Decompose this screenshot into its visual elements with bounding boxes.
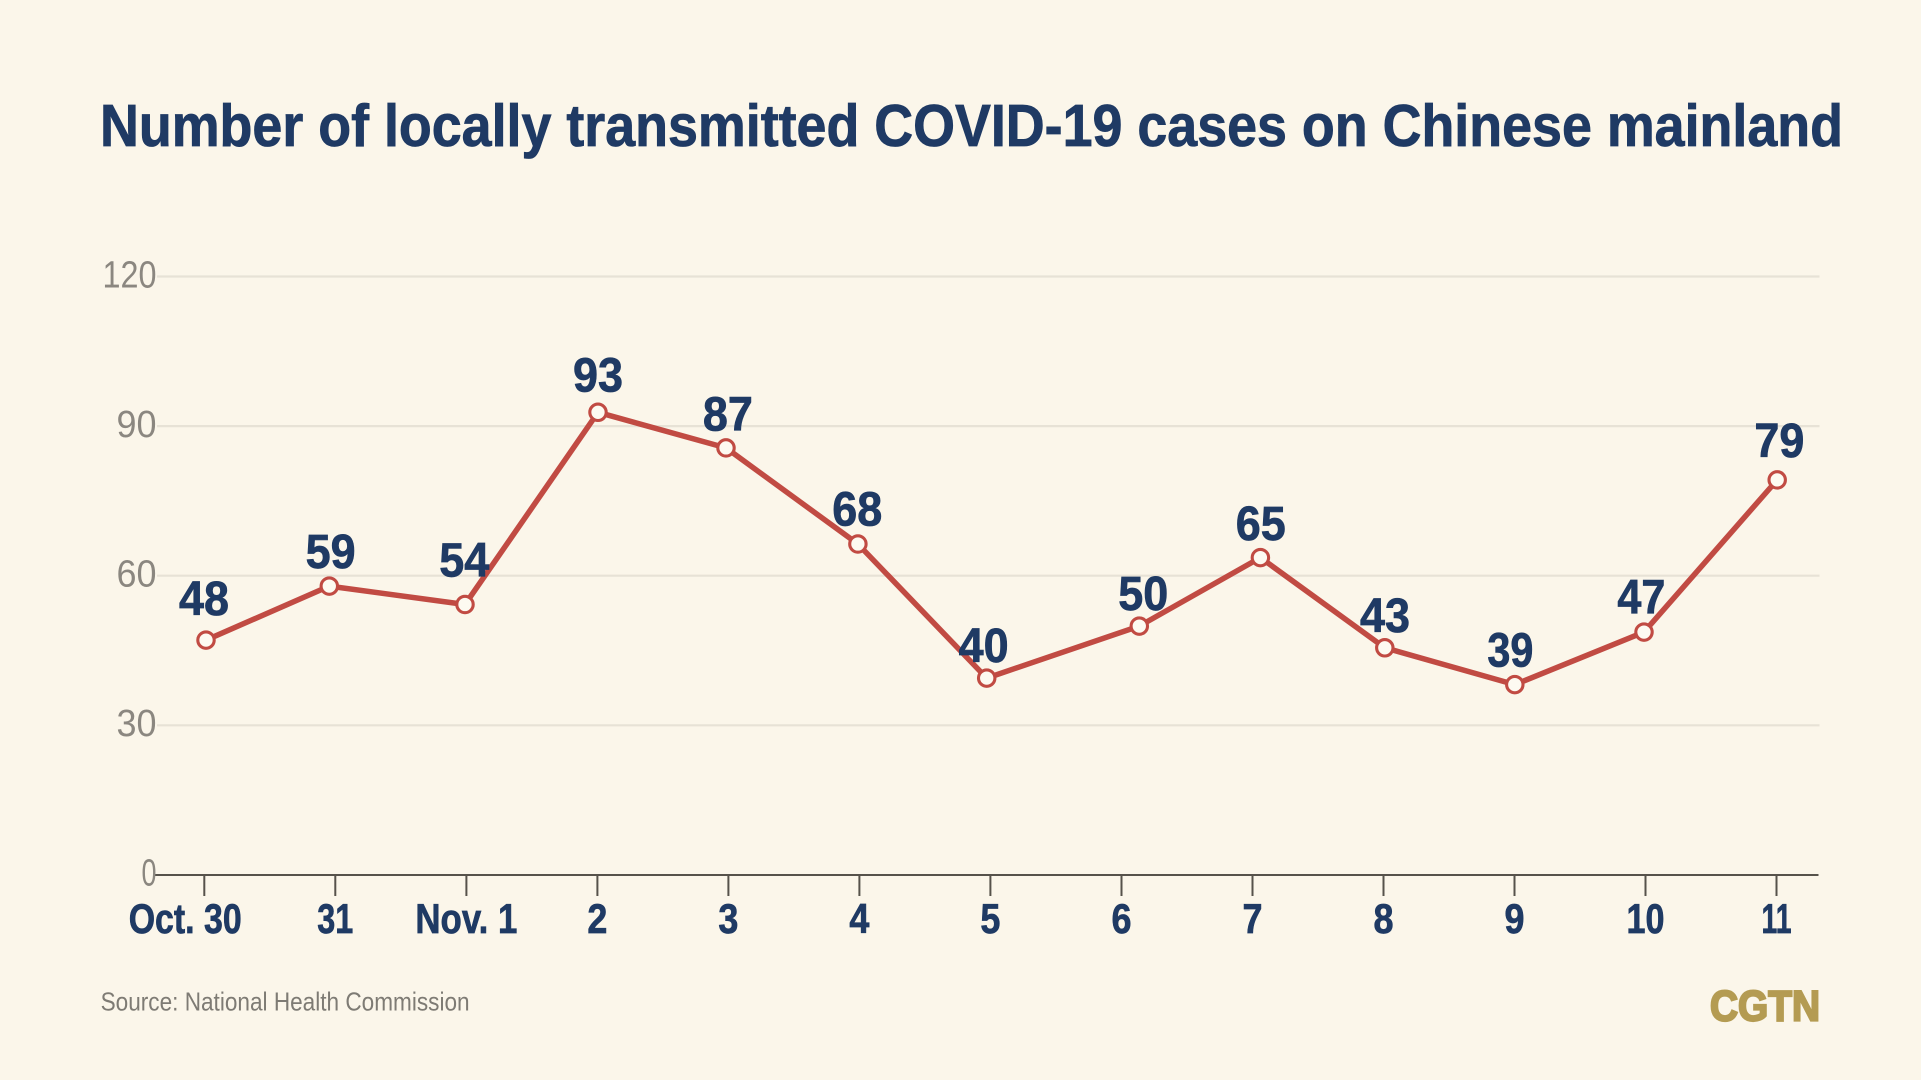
svg-text:7: 7 <box>1243 895 1263 942</box>
svg-text:30: 30 <box>117 703 157 745</box>
svg-text:59: 59 <box>306 526 356 579</box>
svg-text:31: 31 <box>317 895 353 942</box>
svg-text:Nov. 1: Nov. 1 <box>415 895 517 942</box>
svg-text:90: 90 <box>117 404 157 446</box>
svg-text:5: 5 <box>980 895 1000 942</box>
svg-text:CGTN: CGTN <box>1710 982 1820 1030</box>
svg-text:9: 9 <box>1505 895 1525 942</box>
svg-text:39: 39 <box>1487 625 1533 678</box>
svg-text:40: 40 <box>959 620 1009 673</box>
svg-text:Oct. 30: Oct. 30 <box>129 895 242 942</box>
svg-text:87: 87 <box>703 389 753 442</box>
svg-text:65: 65 <box>1236 498 1286 551</box>
svg-text:120: 120 <box>103 254 157 296</box>
svg-text:50: 50 <box>1118 568 1168 621</box>
svg-text:2: 2 <box>587 895 607 942</box>
svg-text:6: 6 <box>1112 895 1132 942</box>
svg-text:79: 79 <box>1754 415 1804 468</box>
svg-text:68: 68 <box>832 484 882 537</box>
svg-text:4: 4 <box>849 895 870 942</box>
svg-text:Source: National Health Commis: Source: National Health Commission <box>101 987 470 1017</box>
svg-text:0: 0 <box>142 853 157 895</box>
svg-text:54: 54 <box>439 535 489 588</box>
svg-text:10: 10 <box>1627 895 1665 942</box>
svg-text:60: 60 <box>117 554 157 596</box>
svg-text:8: 8 <box>1374 895 1394 942</box>
svg-text:47: 47 <box>1617 572 1665 625</box>
svg-text:43: 43 <box>1360 590 1410 643</box>
svg-text:48: 48 <box>179 573 229 626</box>
svg-text:93: 93 <box>573 350 623 403</box>
svg-text:3: 3 <box>718 895 738 942</box>
svg-text:11: 11 <box>1762 895 1792 942</box>
svg-text:Number of locally transmitted: Number of locally transmitted COVID-19 c… <box>100 93 1843 159</box>
